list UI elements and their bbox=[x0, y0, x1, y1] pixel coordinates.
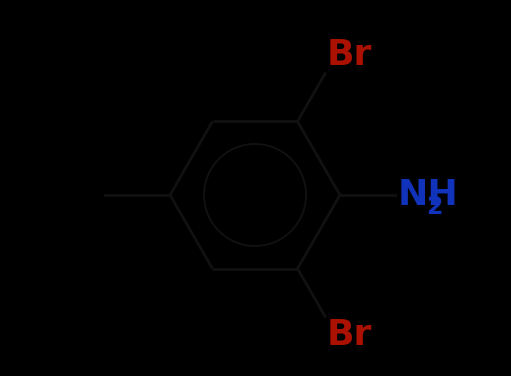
Text: NH: NH bbox=[398, 178, 459, 212]
Text: Br: Br bbox=[327, 38, 373, 72]
Text: Br: Br bbox=[327, 318, 373, 352]
Text: 2: 2 bbox=[427, 195, 443, 219]
